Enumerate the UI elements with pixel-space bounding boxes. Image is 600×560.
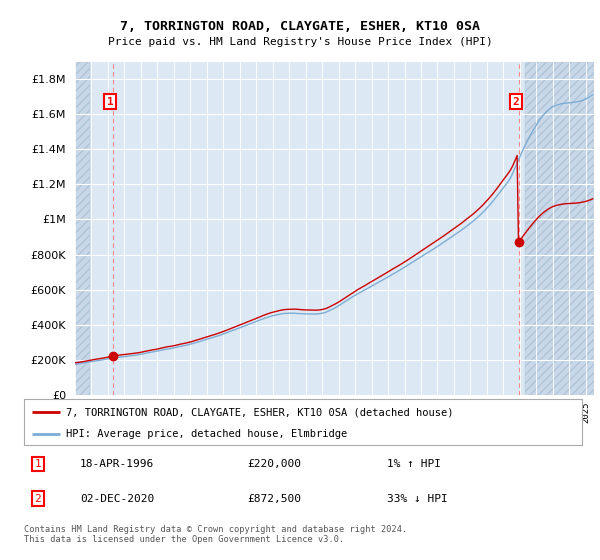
Text: Price paid vs. HM Land Registry's House Price Index (HPI): Price paid vs. HM Land Registry's House … <box>107 37 493 47</box>
Text: HPI: Average price, detached house, Elmbridge: HPI: Average price, detached house, Elmb… <box>66 429 347 438</box>
Bar <box>525 62 594 395</box>
Text: 1: 1 <box>107 96 113 106</box>
Text: 1: 1 <box>35 459 41 469</box>
Text: 7, TORRINGTON ROAD, CLAYGATE, ESHER, KT10 0SA (detached house): 7, TORRINGTON ROAD, CLAYGATE, ESHER, KT1… <box>66 407 454 417</box>
Text: 1% ↑ HPI: 1% ↑ HPI <box>387 459 440 469</box>
Text: 7, TORRINGTON ROAD, CLAYGATE, ESHER, KT10 0SA: 7, TORRINGTON ROAD, CLAYGATE, ESHER, KT1… <box>120 20 480 32</box>
Text: 2: 2 <box>35 494 41 503</box>
Text: £220,000: £220,000 <box>247 459 301 469</box>
Text: Contains HM Land Registry data © Crown copyright and database right 2024.
This d: Contains HM Land Registry data © Crown c… <box>24 525 407 544</box>
Text: 33% ↓ HPI: 33% ↓ HPI <box>387 494 448 503</box>
Text: 2: 2 <box>512 96 520 106</box>
Text: 18-APR-1996: 18-APR-1996 <box>80 459 154 469</box>
Text: 02-DEC-2020: 02-DEC-2020 <box>80 494 154 503</box>
Text: £872,500: £872,500 <box>247 494 301 503</box>
Bar <box>75 62 90 395</box>
